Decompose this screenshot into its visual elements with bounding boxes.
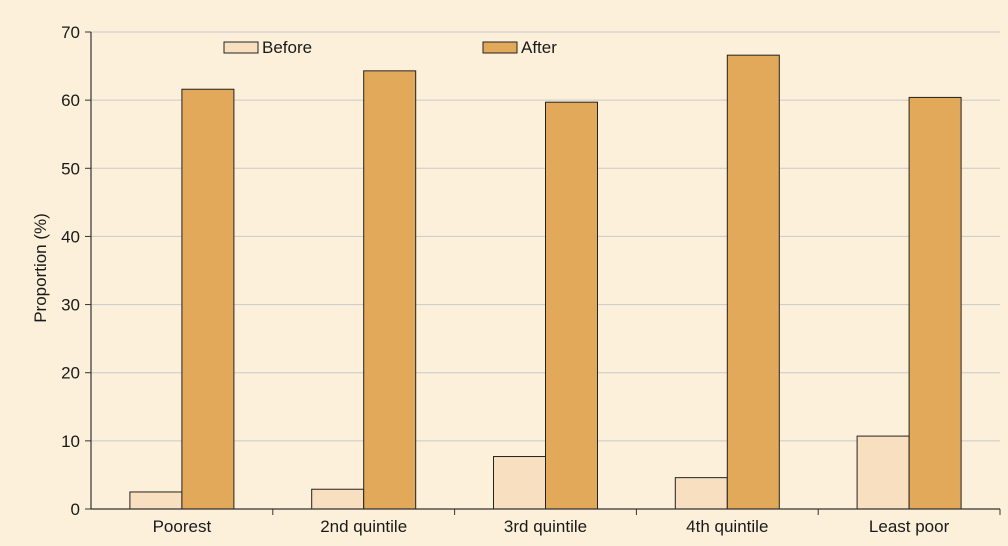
legend-swatch-after — [482, 41, 518, 54]
legend-label-after: After — [521, 38, 557, 57]
y-tick-label: 70 — [61, 23, 80, 42]
y-tick-label: 60 — [61, 91, 80, 110]
bar-after-2 — [545, 101, 598, 510]
y-axis-ticks: 0 10 20 30 40 50 60 70 — [61, 23, 91, 519]
x-tick-label: Poorest — [153, 517, 212, 536]
bar-after-4 — [908, 96, 962, 510]
bar-after-0 — [181, 88, 235, 510]
y-axis-label: Proportion (%) — [31, 213, 50, 323]
y-tick-label: 30 — [61, 296, 80, 315]
bar-before-2 — [493, 456, 546, 510]
bar-before-0 — [129, 491, 183, 510]
y-tick-label: 20 — [61, 364, 80, 383]
bar-before-3 — [674, 477, 728, 510]
bar-before-1 — [311, 488, 365, 510]
y-tick-label: 10 — [61, 432, 80, 451]
x-tick-label: 3rd quintile — [504, 517, 587, 536]
bar-after-1 — [363, 70, 417, 510]
legend-label-before: Before — [262, 38, 312, 57]
y-tick-label: 40 — [61, 227, 80, 246]
x-tick-label: 2nd quintile — [320, 517, 407, 536]
y-tick-label: 50 — [61, 159, 80, 178]
legend-swatch-before — [223, 41, 259, 54]
axes — [90, 32, 1000, 510]
y-tick-label: 0 — [71, 500, 80, 519]
legend: Before After — [223, 38, 557, 57]
bar-before-4 — [856, 435, 910, 510]
x-tick-label: 4th quintile — [686, 517, 768, 536]
x-tick-label: Least poor — [869, 517, 950, 536]
bars — [129, 54, 962, 510]
bar-after-3 — [726, 54, 780, 510]
x-axis-labels: Poorest 2nd quintile 3rd quintile 4th quint… — [153, 509, 1001, 536]
